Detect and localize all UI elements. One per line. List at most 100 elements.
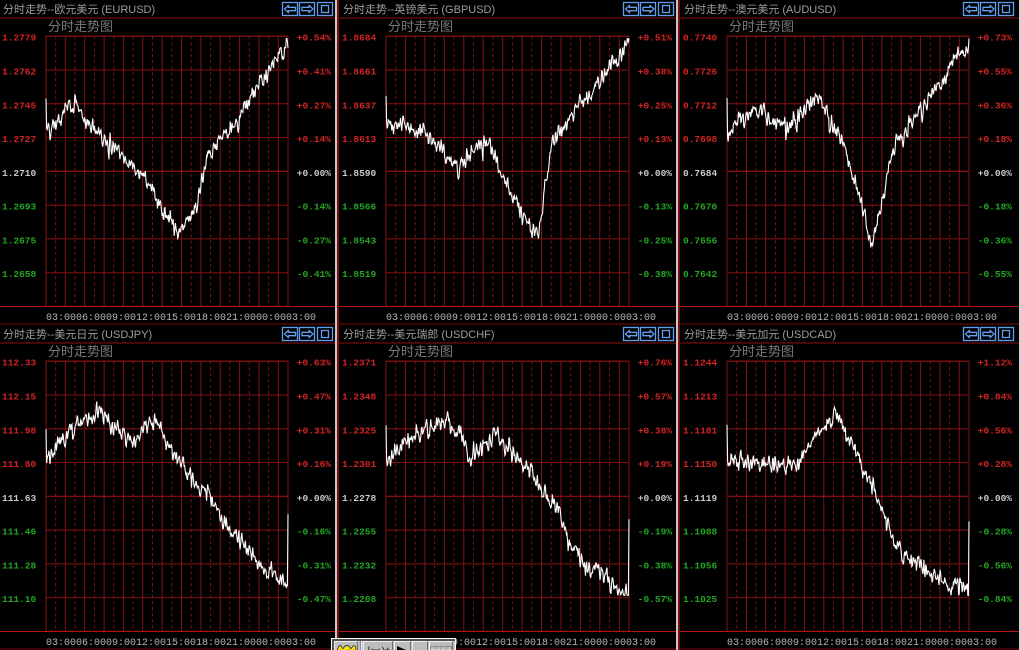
svg-text:分时走势图: 分时走势图 — [388, 19, 453, 34]
svg-text:0.7698: 0.7698 — [683, 134, 718, 145]
svg-text:-0.27%: -0.27% — [297, 235, 332, 246]
svg-text:+0.00%: +0.00% — [638, 493, 673, 504]
svg-text:+1.12%: +1.12% — [978, 358, 1013, 369]
svg-text:1.2779: 1.2779 — [2, 33, 37, 44]
svg-text:1.1150: 1.1150 — [683, 459, 718, 470]
svg-text:+0.19%: +0.19% — [638, 459, 673, 470]
svg-text:+0.00%: +0.00% — [638, 168, 673, 179]
svg-text:+0.51%: +0.51% — [638, 33, 673, 44]
svg-text:1.1119: 1.1119 — [683, 493, 718, 504]
svg-text:分时走势图: 分时走势图 — [48, 344, 113, 359]
svg-text:分时走势图: 分时走势图 — [48, 19, 113, 34]
svg-text:+0.18%: +0.18% — [978, 134, 1013, 145]
svg-text:1.2232: 1.2232 — [342, 560, 377, 571]
svg-text:+0.31%: +0.31% — [297, 425, 332, 436]
svg-text:03:0006:0009:0012:0015:0018:00: 03:0006:0009:0012:0015:0018:0021:0000:00… — [727, 638, 997, 649]
svg-text:112.15: 112.15 — [2, 392, 37, 403]
svg-text:-0.41%: -0.41% — [297, 269, 332, 280]
svg-text:0.7712: 0.7712 — [683, 100, 718, 111]
svg-text:1.2255: 1.2255 — [342, 527, 377, 538]
svg-text:1.1213: 1.1213 — [683, 392, 718, 403]
svg-text:-0.38%: -0.38% — [638, 560, 673, 571]
svg-text:111.98: 111.98 — [2, 425, 37, 436]
svg-text:1.2727: 1.2727 — [2, 134, 37, 145]
svg-text:+0.25%: +0.25% — [638, 100, 673, 111]
svg-text:-0.84%: -0.84% — [978, 594, 1013, 605]
svg-text:+0.13%: +0.13% — [638, 134, 673, 145]
svg-text:+0.16%: +0.16% — [297, 459, 332, 470]
svg-text:-0.56%: -0.56% — [978, 560, 1013, 571]
svg-text:+0.73%: +0.73% — [978, 33, 1013, 44]
svg-text:1.2348: 1.2348 — [342, 392, 377, 403]
svg-text:03:0006:0009:0012:0015:0018:00: 03:0006:0009:0012:0015:0018:0021:0000:00… — [386, 313, 656, 324]
svg-text:111.63: 111.63 — [2, 493, 37, 504]
svg-text:+0.54%: +0.54% — [297, 33, 332, 44]
svg-text:1.2208: 1.2208 — [342, 594, 377, 605]
svg-text:分时走势图: 分时走势图 — [388, 344, 453, 359]
svg-text:1.8637: 1.8637 — [342, 100, 377, 111]
svg-text:-0.13%: -0.13% — [638, 202, 673, 213]
svg-text:-0.19%: -0.19% — [638, 527, 673, 538]
svg-text:0.7740: 0.7740 — [683, 33, 718, 44]
svg-text:1.2675: 1.2675 — [2, 235, 37, 246]
svg-text:111.80: 111.80 — [2, 459, 37, 470]
svg-text:+0.57%: +0.57% — [638, 392, 673, 403]
svg-text:+0.27%: +0.27% — [297, 100, 332, 111]
svg-text:1.2371: 1.2371 — [342, 358, 377, 369]
svg-text:-0.31%: -0.31% — [297, 560, 332, 571]
svg-text:1.2762: 1.2762 — [2, 67, 37, 78]
svg-text:-0.18%: -0.18% — [978, 202, 1013, 213]
svg-text:+0.56%: +0.56% — [978, 425, 1013, 436]
svg-text:+0.63%: +0.63% — [297, 358, 332, 369]
svg-text:+0.28%: +0.28% — [978, 459, 1013, 470]
svg-text:111.10: 111.10 — [2, 594, 37, 605]
svg-text:1.2278: 1.2278 — [342, 493, 377, 504]
svg-text:-0.14%: -0.14% — [297, 202, 332, 213]
svg-text:1.8661: 1.8661 — [342, 67, 377, 78]
svg-text:1.2693: 1.2693 — [2, 202, 37, 213]
svg-text:0.7656: 0.7656 — [683, 235, 718, 246]
svg-text:+0.47%: +0.47% — [297, 392, 332, 403]
svg-text:1.1244: 1.1244 — [683, 358, 718, 369]
svg-text:03:0006:0009:0012:0015:0018:00: 03:0006:0009:0012:0015:0018:0021:0000:00… — [727, 313, 997, 324]
svg-text:0.7642: 0.7642 — [683, 269, 718, 280]
svg-text:1.1025: 1.1025 — [683, 594, 718, 605]
svg-text:-0.28%: -0.28% — [978, 527, 1013, 538]
svg-text:03:0006:0009:0012:0015:0018:00: 03:0006:0009:0012:0015:0018:0021:0000:00… — [46, 313, 316, 324]
svg-text:-0.55%: -0.55% — [978, 269, 1013, 280]
svg-text:1.8543: 1.8543 — [342, 235, 377, 246]
svg-text:1.2658: 1.2658 — [2, 269, 37, 280]
svg-text:0.7670: 0.7670 — [683, 202, 718, 213]
svg-text:111.46: 111.46 — [2, 527, 37, 538]
svg-text:+0.38%: +0.38% — [638, 425, 673, 436]
svg-text:1.1056: 1.1056 — [683, 560, 718, 571]
svg-text:+0.00%: +0.00% — [297, 168, 332, 179]
svg-text:+0.00%: +0.00% — [978, 493, 1013, 504]
svg-text:-0.57%: -0.57% — [638, 594, 673, 605]
svg-text:-0.36%: -0.36% — [978, 235, 1013, 246]
svg-text:-0.47%: -0.47% — [297, 594, 332, 605]
svg-text:1.8590: 1.8590 — [342, 168, 377, 179]
svg-text:0.7684: 0.7684 — [683, 168, 718, 179]
svg-text:+0.76%: +0.76% — [638, 358, 673, 369]
svg-text:1.8684: 1.8684 — [342, 33, 377, 44]
svg-text:1.8566: 1.8566 — [342, 202, 377, 213]
svg-text:+0.14%: +0.14% — [297, 134, 332, 145]
svg-text:+0.00%: +0.00% — [297, 493, 332, 504]
svg-text:1.2325: 1.2325 — [342, 425, 377, 436]
svg-text:1.2710: 1.2710 — [2, 168, 37, 179]
svg-text:0.7726: 0.7726 — [683, 67, 718, 78]
svg-text:112.33: 112.33 — [2, 358, 37, 369]
svg-text:-0.16%: -0.16% — [297, 527, 332, 538]
svg-text:+0.55%: +0.55% — [978, 67, 1013, 78]
svg-text:分时走势图: 分时走势图 — [729, 19, 794, 34]
svg-text:+0.38%: +0.38% — [638, 67, 673, 78]
svg-text:1.2301: 1.2301 — [342, 459, 377, 470]
svg-text:+0.00%: +0.00% — [978, 168, 1013, 179]
svg-text:1.8519: 1.8519 — [342, 269, 377, 280]
svg-text:1.1088: 1.1088 — [683, 527, 718, 538]
svg-text:111.28: 111.28 — [2, 560, 37, 571]
svg-text:03:0006:0009:0012:0015:0018:00: 03:0006:0009:0012:0015:0018:0021:0000:00… — [46, 638, 316, 649]
svg-text:-0.38%: -0.38% — [638, 269, 673, 280]
svg-text:1.8613: 1.8613 — [342, 134, 377, 145]
